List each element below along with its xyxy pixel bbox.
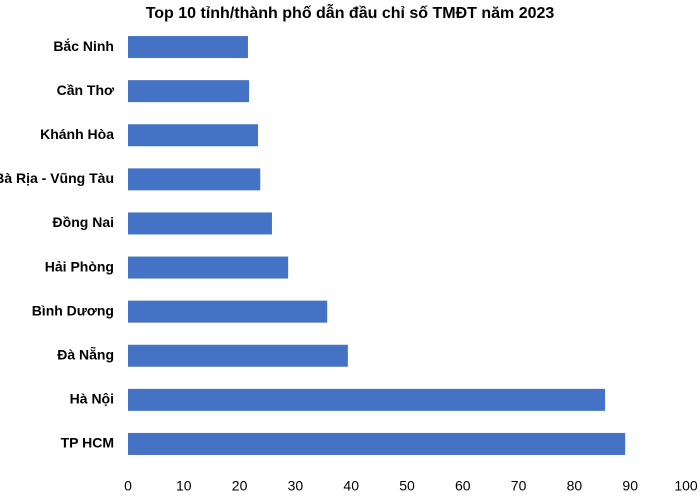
y-tick-label: Đà Nẵng — [57, 345, 114, 362]
x-tick-label: 40 — [343, 478, 359, 494]
bar — [128, 432, 626, 455]
bar — [128, 388, 606, 411]
y-tick-label: Khánh Hòa — [40, 126, 114, 142]
x-tick-label: 10 — [176, 478, 192, 494]
chart-title: Top 10 tỉnh/thành phố dẫn đầu chỉ số TMĐ… — [146, 3, 555, 22]
bar — [128, 212, 272, 235]
bar — [128, 80, 250, 103]
x-tick-label: 70 — [511, 478, 527, 494]
bar — [128, 344, 348, 367]
bar — [128, 124, 259, 147]
bar — [128, 300, 328, 323]
x-tick-label: 20 — [232, 478, 248, 494]
x-tick-label: 80 — [567, 478, 583, 494]
bar — [128, 36, 248, 59]
y-tick-label: Bà Rịa - Vũng Tàu — [0, 170, 114, 186]
y-tick-label: Hà Nội — [70, 391, 114, 407]
y-tick-label: Cần Thơ — [57, 82, 114, 98]
y-tick-label: Hải Phòng — [45, 258, 114, 274]
x-tick-label: 60 — [455, 478, 471, 494]
x-tick-label: 0 — [124, 478, 132, 494]
x-tick-label: 100 — [674, 478, 698, 494]
bar — [128, 256, 289, 279]
y-tick-label: Bình Dương — [32, 302, 114, 318]
x-tick-label: 90 — [622, 478, 638, 494]
x-tick-label: 30 — [288, 478, 304, 494]
x-tick-label: 50 — [399, 478, 415, 494]
y-tick-label: TP HCM — [61, 435, 114, 451]
bar — [128, 168, 261, 191]
y-tick-label: Đồng Nai — [53, 214, 114, 230]
y-tick-label: Bắc Ninh — [53, 37, 114, 54]
